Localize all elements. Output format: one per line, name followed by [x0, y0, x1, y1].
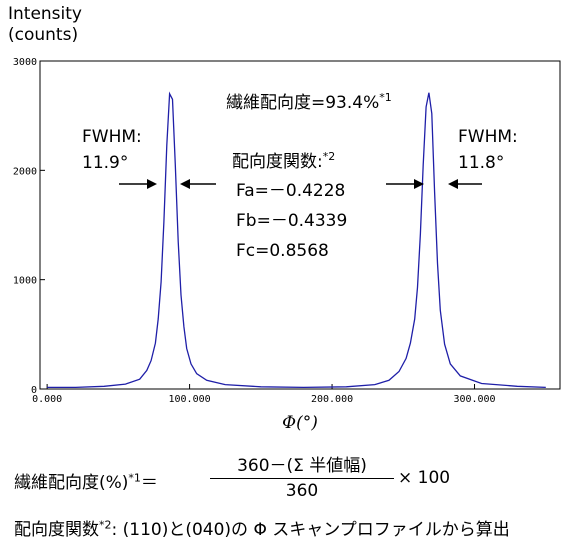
left-fwhm-label: FWHM:: [82, 127, 142, 147]
fb-annotation: Fb=－0.4339: [236, 211, 347, 231]
formula-denominator: 360: [285, 481, 319, 501]
left-fwhm-arrowhead-right: [147, 179, 157, 189]
right-fwhm-arrowhead-left: [448, 179, 458, 189]
orientation-degree-formula: 繊維配向度(%)*1＝ 360－(Σ 半値幅) 360 × 100: [14, 455, 574, 505]
formula-equals: ＝: [140, 473, 158, 493]
y-tick-label: 0: [31, 385, 37, 396]
y-tick-label: 2000: [13, 166, 37, 177]
series-line: [47, 91, 546, 389]
footnote-prefix: 配向度関数: [14, 520, 99, 540]
x-tick-label: 200.000: [311, 394, 353, 405]
y-tick-label: 3000: [13, 57, 37, 68]
fraction-bar: [210, 478, 394, 479]
x-axis-label: Φ(°): [282, 413, 318, 433]
axis-ticks: 0.000 100.000 200.000 300.000 0 1000 2000 3000: [13, 57, 496, 405]
x-tick-label: 300.000: [453, 394, 495, 405]
footnote-sup: *2: [99, 518, 112, 532]
formula-times: × 100: [398, 468, 451, 488]
formula-lhs-text: 繊維配向度(%): [14, 473, 129, 493]
fa-annotation: Fa=－0.4228: [236, 181, 345, 201]
y-axis-label-line1: Intensity: [8, 4, 82, 24]
plot-frame: [39, 60, 561, 390]
left-fwhm-arrows: [119, 179, 216, 189]
y-axis-label: Intensity (counts): [8, 4, 82, 46]
orientation-degree-text: 繊維配向度=93.4%: [226, 93, 379, 113]
footnote-text: : (110)と(040)の Φ スキャンプロファイルから算出: [111, 520, 510, 540]
formula-lhs-sup: *1: [128, 471, 141, 485]
formula-lhs: 繊維配向度(%)*1＝: [14, 468, 158, 493]
right-fwhm-label: FWHM:: [458, 127, 518, 147]
fc-annotation: Fc=0.8568: [236, 241, 329, 261]
x-tick-label: 0.000: [32, 394, 62, 405]
orientation-degree-sup: *1: [379, 91, 392, 104]
orientation-degree-annotation: 繊維配向度=93.4%*1: [226, 91, 392, 113]
right-fwhm-arrowhead-right: [414, 179, 424, 189]
y-axis-label-line2: (counts): [8, 25, 79, 45]
x-tick-label: 100.000: [169, 394, 211, 405]
intensity-phi-chart: 0.000 100.000 200.000 300.0000100020003000 …: [13, 57, 561, 433]
function-title-text: 配向度関数:: [232, 152, 323, 172]
left-fwhm-arrowhead-left: [180, 179, 190, 189]
function-title-sup: *2: [323, 150, 336, 163]
footnote: 配向度関数*2: (110)と(040)の Φ スキャンプロファイルから算出: [14, 515, 510, 540]
function-title-annotation: 配向度関数:*2: [232, 150, 335, 172]
formula-numerator: 360－(Σ 半値幅): [237, 456, 367, 476]
left-fwhm-value: 11.9°: [82, 153, 128, 173]
right-fwhm-value: 11.8°: [458, 153, 504, 173]
y-tick-label: 1000: [13, 276, 37, 287]
right-fwhm-arrows: [386, 179, 482, 189]
formula-fraction: 360－(Σ 半値幅) 360: [210, 455, 394, 502]
